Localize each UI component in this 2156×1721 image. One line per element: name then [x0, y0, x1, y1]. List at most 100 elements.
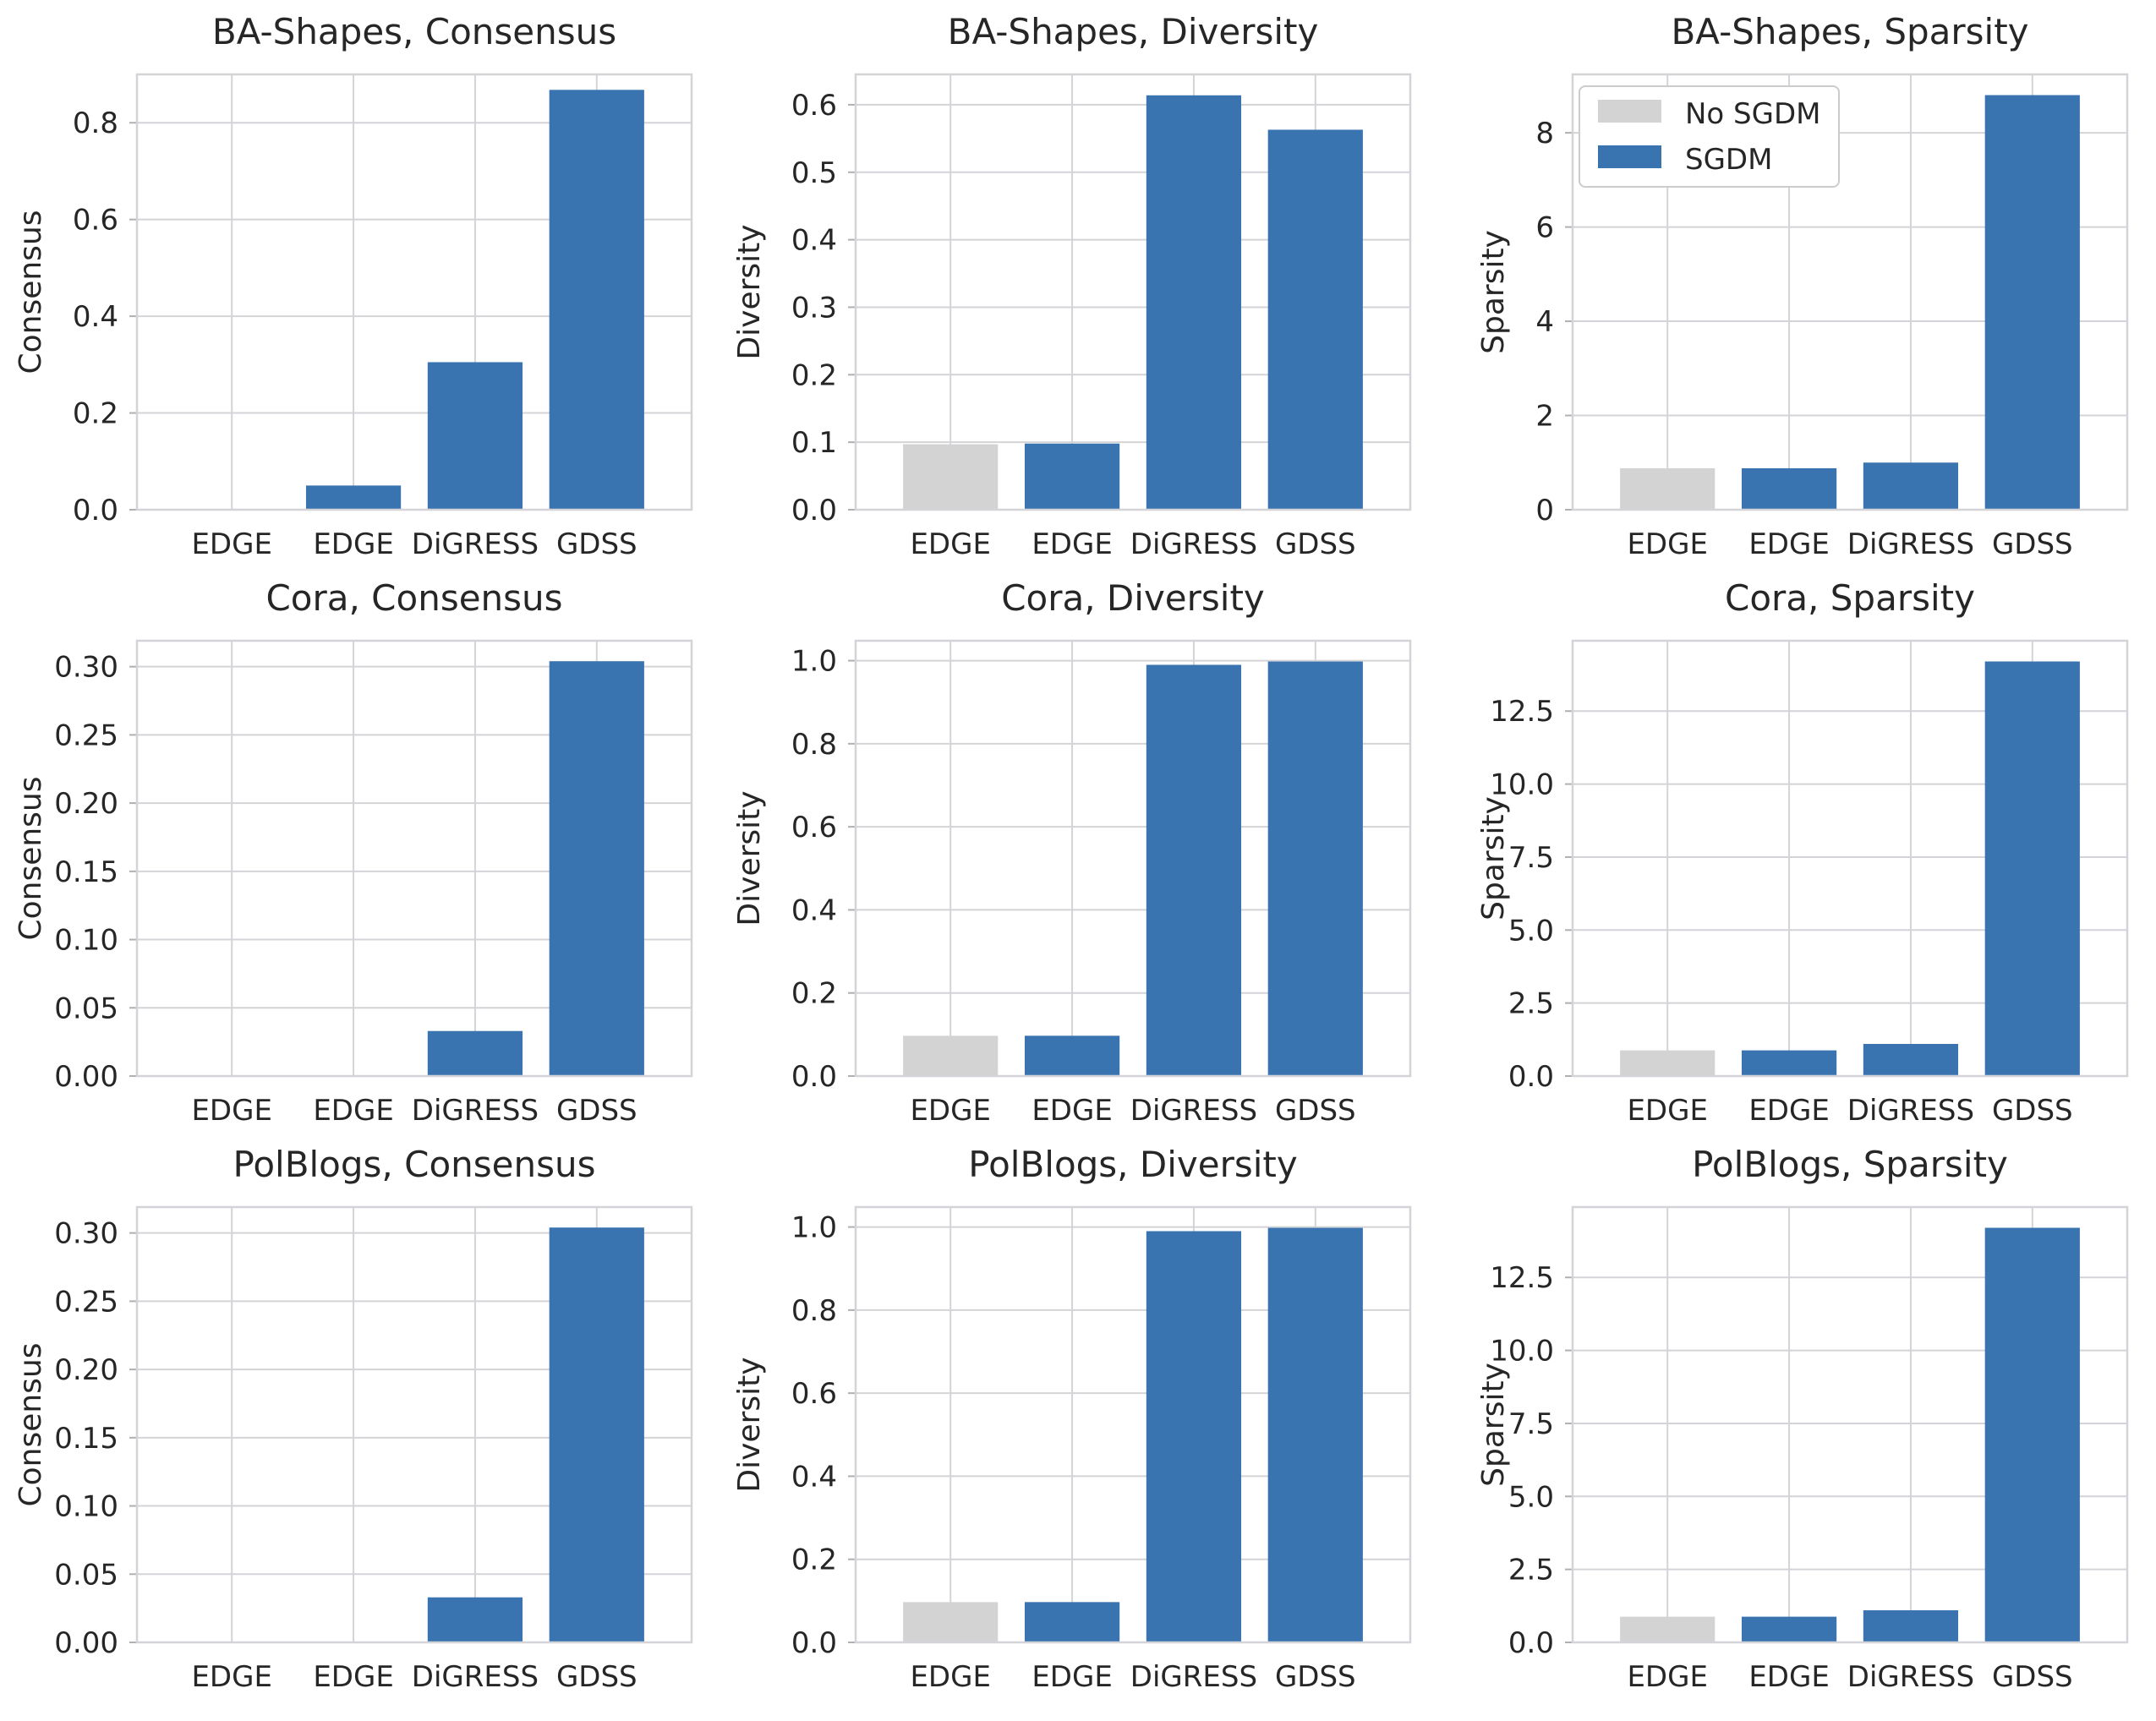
y-tick-label: 0.6 [791, 811, 837, 844]
subplot-title: PolBlogs, Diversity [968, 1144, 1297, 1185]
bar-sgdm [1741, 1050, 1837, 1076]
x-tick-label: EDGE [313, 1660, 394, 1694]
y-tick-label: 0.05 [54, 1558, 118, 1592]
y-tick-label: 0.3 [791, 291, 837, 325]
y-tick-label: 1.0 [791, 645, 837, 679]
x-tick-label: EDGE [1627, 1660, 1708, 1694]
y-axis-label: Diversity [732, 1357, 767, 1492]
y-tick-label: 0.10 [54, 924, 118, 958]
bar-sgdm [1024, 1035, 1120, 1076]
subplot-2: BA-Shapes, Sparsity 0 2 4 6 8 EDGE EDGE DiGRESS G… [1476, 11, 2129, 561]
subplot-title: PolBlogs, Consensus [233, 1144, 596, 1185]
subplot-0: BA-Shapes, Consensus 0.0 0.2 0.4 0.6 0.8 EDGE E… [14, 11, 693, 561]
axes-frame [1571, 73, 2129, 511]
y-tick-label: 0.25 [54, 1285, 118, 1319]
x-tick-label: EDGE [1031, 1094, 1113, 1128]
bar-sgdm [1741, 1616, 1837, 1642]
x-tick-label: GDSS [1275, 527, 1356, 561]
subplot-3: Cora, Consensus 0.00 0.05 0.10 0.15 0.20 0.25 0… [14, 577, 693, 1128]
x-tick-label: GDSS [1992, 1660, 2073, 1694]
y-tick-label: 4 [1535, 305, 1554, 339]
y-tick-label: 0.2 [791, 1543, 837, 1577]
legend-label-no-sgdm: No SGDM [1685, 97, 1821, 131]
x-tick-label: DiGRESS [1130, 1094, 1257, 1128]
y-tick-label: 0.6 [791, 1377, 837, 1411]
bar-sgdm [1146, 95, 1242, 510]
y-tick-label: 0.5 [791, 156, 837, 190]
x-tick-label: EDGE [910, 1094, 991, 1128]
y-tick-label: 0.6 [791, 89, 837, 123]
y-tick-label: 8 [1535, 117, 1554, 150]
y-axis-label: Consensus [14, 776, 48, 940]
y-tick-label: 0.2 [791, 358, 837, 392]
subplot-8: PolBlogs, Sparsity 0.0 2.5 5.0 7.5 10.0 12.5 ED… [1476, 1144, 2129, 1694]
y-tick-label: 0.05 [54, 992, 118, 1025]
bar-sgdm [1863, 462, 1959, 510]
y-tick-label: 0.4 [791, 224, 837, 258]
subplot-title: Cora, Diversity [1001, 577, 1265, 619]
y-axis-label: Sparsity [1476, 230, 1511, 354]
bar-sgdm [427, 1030, 523, 1076]
y-axis-label: Diversity [732, 790, 767, 926]
y-axis-label: Consensus [14, 210, 48, 374]
x-tick-label: EDGE [1748, 527, 1830, 561]
axes-frame [135, 73, 693, 511]
y-tick-label: 0.0 [791, 1060, 837, 1094]
bar-no-sgdm [1620, 1050, 1715, 1076]
subplot-5: Cora, Sparsity 0.0 2.5 5.0 7.5 10.0 12.5 EDGE ED… [1476, 577, 2129, 1128]
bar-sgdm [1146, 1231, 1242, 1642]
x-tick-label: DiGRESS [1130, 527, 1257, 561]
bar-sgdm [1024, 1602, 1120, 1642]
axes-frame [854, 1205, 1412, 1644]
x-tick-label: GDSS [1275, 1094, 1356, 1128]
subplot-6: PolBlogs, Consensus 0.00 0.05 0.10 0.15 0.20 0… [14, 1144, 693, 1694]
bar-sgdm [1863, 1610, 1959, 1642]
x-tick-label: GDSS [556, 527, 637, 561]
y-tick-label: 0.20 [54, 787, 118, 821]
y-tick-label: 0.8 [791, 1294, 837, 1328]
y-tick-label: 0.30 [54, 651, 118, 685]
y-tick-label: 0.10 [54, 1490, 118, 1524]
x-tick-label: DiGRESS [412, 527, 539, 561]
y-tick-label: 2.5 [1508, 987, 1554, 1021]
x-tick-label: EDGE [910, 527, 991, 561]
x-tick-label: GDSS [1992, 527, 2073, 561]
bar-sgdm [427, 1597, 523, 1642]
subplot-title: BA-Shapes, Consensus [212, 11, 616, 52]
x-tick-label: EDGE [1627, 1094, 1708, 1128]
y-tick-label: 0.0 [73, 494, 118, 527]
y-tick-label: 0.8 [73, 107, 118, 140]
y-tick-label: 0.4 [73, 300, 118, 334]
x-tick-label: EDGE [910, 1660, 991, 1694]
x-tick-label: EDGE [313, 527, 394, 561]
y-tick-label: 0.0 [1508, 1626, 1554, 1660]
axes-frame [135, 639, 693, 1078]
y-tick-label: 0.2 [73, 397, 118, 431]
legend: No SGDM SGDM [1579, 85, 1840, 188]
x-tick-label: DiGRESS [1130, 1660, 1257, 1694]
bar-sgdm [1024, 443, 1120, 510]
y-tick-label: 10.0 [1490, 768, 1554, 802]
x-tick-label: EDGE [1031, 527, 1113, 561]
subplot-grid: BA-Shapes, Consensus 0.0 0.2 0.4 0.6 0.8 EDGE E… [14, 11, 2129, 1694]
x-tick-label: GDSS [556, 1660, 637, 1694]
y-tick-label: 0 [1535, 494, 1554, 527]
subplot-4: Cora, Diversity 0.0 0.2 0.4 0.6 0.8 1.0 EDGE EDG… [732, 577, 1412, 1128]
bar-sgdm [427, 362, 523, 510]
x-tick-label: GDSS [556, 1094, 637, 1128]
bar-sgdm [1984, 95, 2080, 511]
y-tick-label: 5.0 [1508, 1480, 1554, 1514]
subplot-title: Cora, Consensus [265, 577, 562, 619]
y-tick-label: 12.5 [1490, 1261, 1554, 1295]
y-tick-label: 7.5 [1508, 1407, 1554, 1441]
x-tick-label: EDGE [1748, 1660, 1830, 1694]
y-tick-label: 2 [1535, 400, 1554, 434]
axes-frame [854, 73, 1412, 511]
y-tick-label: 0.0 [791, 1626, 837, 1660]
bar-sgdm [1984, 661, 2080, 1076]
y-axis-label: Sparsity [1476, 1363, 1511, 1487]
y-tick-label: 0.4 [791, 1460, 837, 1494]
bar-sgdm [1863, 1044, 1959, 1076]
